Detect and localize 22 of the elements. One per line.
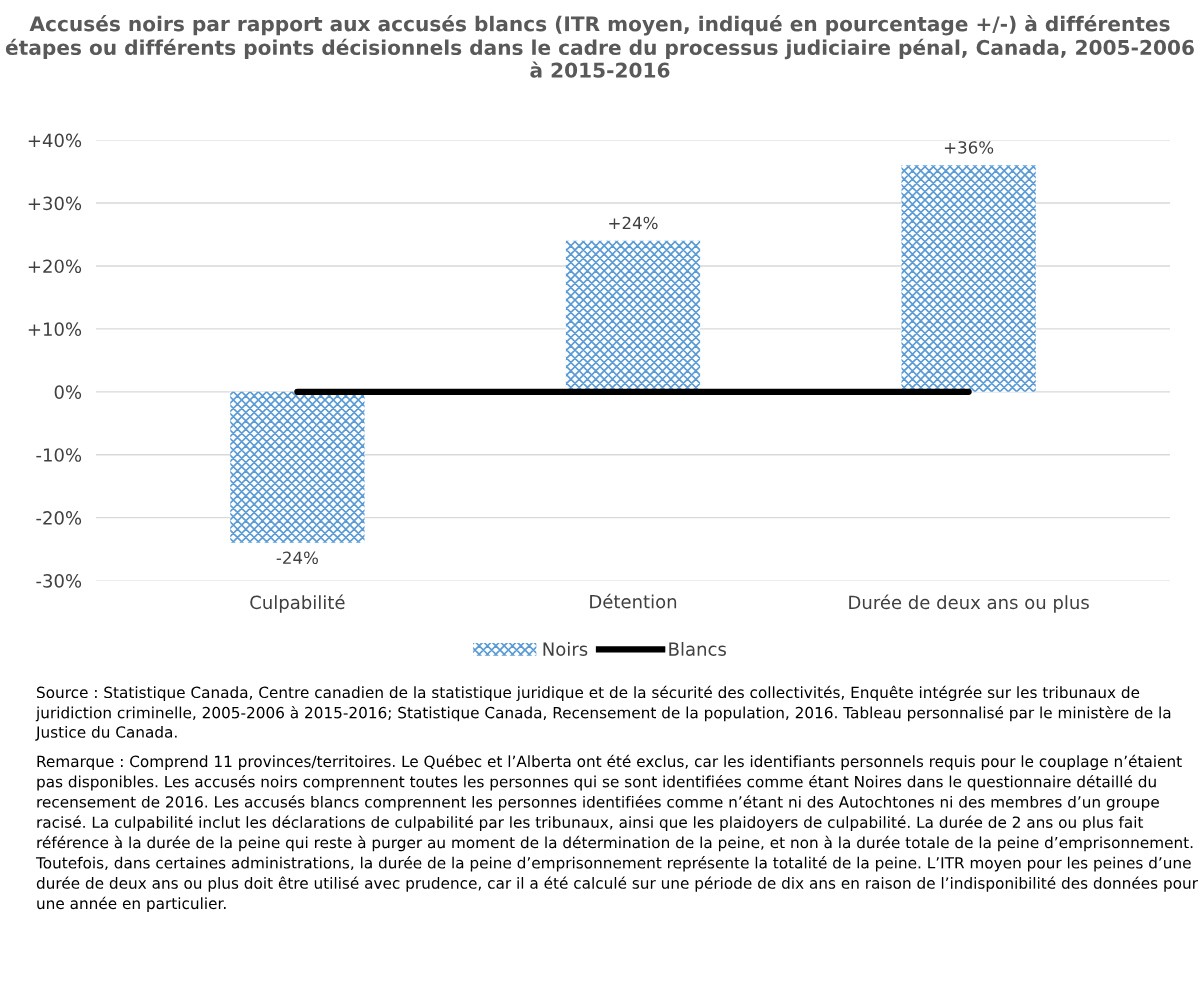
data-label: +24% (609, 216, 658, 230)
legend-label: Noirs (543, 641, 588, 656)
chart-title: Accusés noirs par rapport aux accusés blancs (ITR moyen, indiqué en pourcentage +/-) à différentes étapes ou différents points décisionnels dans le cadre du processus judiciaire pénal, Canada, 2005-2006 à 2015-2016 (5, 15, 1194, 78)
data-label: +36% (944, 141, 994, 154)
x-tick-label: Durée de deux ans ou plus (849, 594, 1089, 613)
data-label: -24% (276, 551, 318, 565)
y-tick-label: +40% (28, 133, 82, 148)
y-tick-label: 0% (54, 385, 82, 399)
y-tick-label: +30% (28, 196, 82, 211)
y-tick-label: -20% (36, 511, 82, 525)
x-tick-label: Détention (590, 593, 677, 609)
y-tick-label: +20% (28, 259, 82, 274)
bar (901, 165, 1036, 392)
bar (230, 391, 365, 543)
y-tick-label: -30% (36, 574, 82, 588)
x-tick-label: Culpabilité (250, 594, 345, 613)
text: Remarque : Comprend 11 provinces/territoires. Le Québec et l’Alberta ont été exclus, car les identifiants personnels requis pour le couplage n’étaient pas disponibles. Les accusés noirs comprennent toutes les personnes qui se sont identifiées comme étant Noires dans le questionnaire détaillé du recensement de 2016. Les accusés blancs comprennent les personnes identifiées comme n’étant ni des Autochtones ni des membres d’un groupe racisé. La culpabilité inclut les déclarations de culpabilité par les tribunaux, ainsi que les plaidoyers de culpabilité. La durée de 2 ans ou plus fait référence à la durée de la peine qui reste à purger au moment de la détermination de la peine, et non à la durée totale de la peine d’emprisonnement. Toutefois, dans certaines administrations, la durée de la peine d’emprisonnement représente la totalité de la peine. L’ITR moyen pour les peines d’une durée de deux ans ou plus doit être utilisé avec prudence, car il a été calculé sur une période de dix ans en raison de l’indisponibilité des données pour une année en particulier. (35, 754, 1198, 913)
y-tick-label: -10% (36, 448, 82, 462)
y-tick-label: +10% (28, 322, 82, 337)
legend-label: Blancs (669, 641, 726, 656)
bar (565, 240, 701, 392)
source-note: Source : Statistique Canada, Centre canadien de la statistique juridique et de la sécurité des collectivités, Enquête intégrée sur les tribunaux de juridiction criminelle, 2005-2006 à 2015-2016; Statistique Canada, Recensement de la population, 2016. Tableau personnalisé par le ministère de la Justice du Canada. (35, 685, 1171, 741)
